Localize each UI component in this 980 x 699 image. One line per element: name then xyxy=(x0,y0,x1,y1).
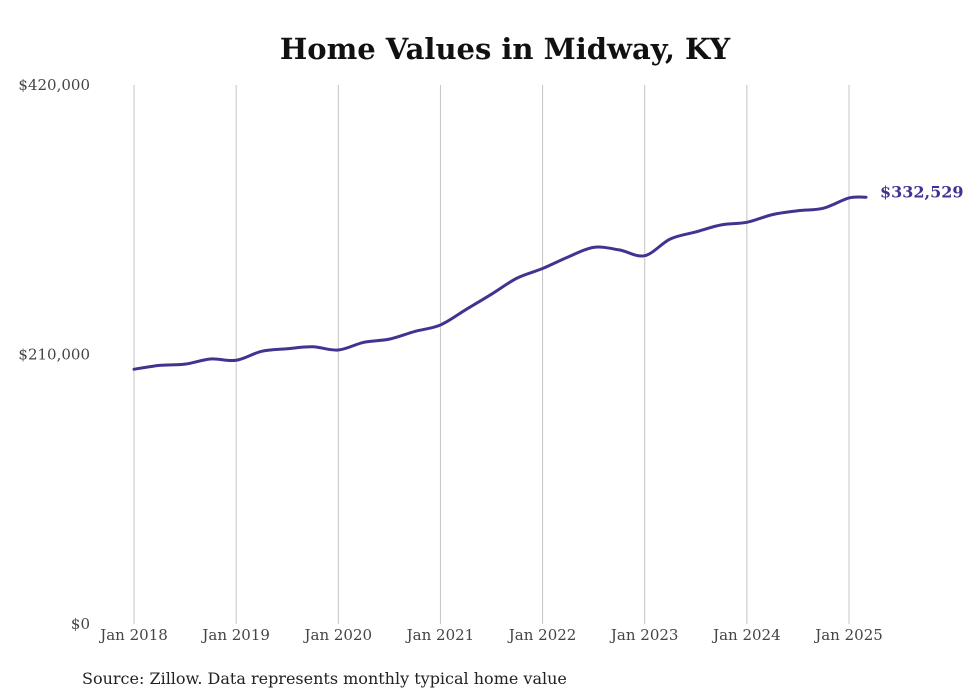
source-note: Source: Zillow. Data represents monthly … xyxy=(82,669,567,688)
x-tick-label: Jan 2022 xyxy=(507,626,577,644)
y-tick-label: $420,000 xyxy=(18,76,90,94)
x-tick-label: Jan 2021 xyxy=(405,626,475,644)
x-axis-ticks: Jan 2018 Jan 2019 Jan 2020 Jan 2021 Jan 2022… xyxy=(98,626,883,644)
x-tick-label: Jan 2020 xyxy=(303,626,373,644)
gridlines xyxy=(133,85,850,624)
x-tick-label: Jan 2023 xyxy=(609,626,679,644)
x-tick-label: Jan 2019 xyxy=(200,626,270,644)
x-tick-label: Jan 2025 xyxy=(813,626,883,644)
x-tick-label: Jan 2024 xyxy=(711,626,781,644)
y-tick-label: $210,000 xyxy=(18,346,90,364)
series-layer: $332,529 xyxy=(132,182,964,371)
y-tick-label: $0 xyxy=(71,615,90,633)
y-axis-ticks: $0 $210,000 $420,000 xyxy=(18,76,90,633)
series-line xyxy=(132,195,868,371)
chart-title: Home Values in Midway, KY xyxy=(280,32,731,66)
end-value-label: $332,529 xyxy=(880,182,964,201)
x-tick-label: Jan 2018 xyxy=(98,626,168,644)
